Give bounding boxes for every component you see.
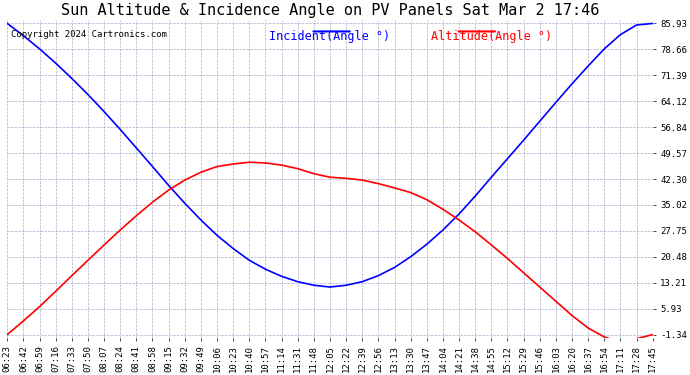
Title: Sun Altitude & Incidence Angle on PV Panels Sat Mar 2 17:46: Sun Altitude & Incidence Angle on PV Pan… [61, 3, 599, 18]
Text: Altitude(Angle °): Altitude(Angle °) [431, 30, 552, 43]
Text: Copyright 2024 Cartronics.com: Copyright 2024 Cartronics.com [10, 30, 166, 39]
Text: Incident(Angle °): Incident(Angle °) [269, 30, 391, 43]
